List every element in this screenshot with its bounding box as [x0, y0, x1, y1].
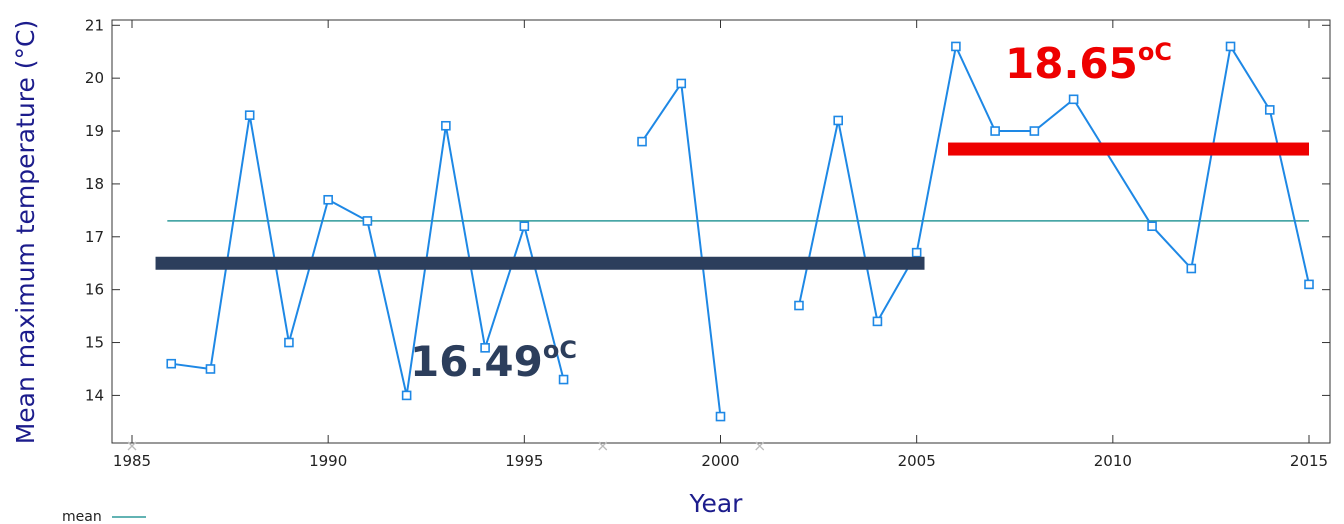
plot-frame [111, 19, 1331, 444]
y-axis: 14 15 16 17 18 19 20 21 [85, 16, 1330, 404]
data-point [951, 41, 961, 52]
data-point [990, 126, 1000, 136]
data-point [794, 300, 804, 311]
missing-year-marker [755, 441, 765, 451]
data-point [205, 364, 216, 374]
x-tick-label: 2010 [1094, 452, 1132, 470]
y-tick-label: 16 [85, 281, 104, 299]
data-point [1029, 126, 1040, 136]
x-tick-label: 2005 [898, 452, 936, 470]
series-line-segment [641, 80, 722, 417]
period-mean-label-2: 18.65oC [1005, 38, 1172, 88]
missing-year-marker [598, 441, 608, 451]
data-point [1225, 41, 1236, 52]
series-lines [171, 43, 1310, 417]
data-point [284, 337, 294, 348]
data-point [637, 136, 647, 147]
data-point [401, 390, 412, 401]
data-point [715, 411, 726, 422]
data-point [911, 247, 922, 258]
data-point [362, 216, 373, 226]
x-tick-label: 1995 [505, 452, 543, 470]
data-point [244, 110, 255, 120]
y-tick-label: 18 [85, 175, 104, 193]
data-point [166, 358, 177, 369]
data-point [676, 78, 687, 89]
x-tick-label: 2000 [701, 452, 739, 470]
data-point [1264, 105, 1275, 115]
data-point [519, 221, 530, 232]
data-point [1068, 94, 1079, 105]
data-point [441, 120, 451, 131]
period-mean-bar-2 [948, 142, 1309, 156]
period-mean-bar-1 [155, 256, 925, 270]
data-point [558, 374, 569, 385]
data-point [872, 316, 883, 327]
y-tick-label: 20 [85, 69, 104, 87]
x-tick-label: 1985 [113, 452, 151, 470]
data-point [480, 343, 490, 353]
y-tick-label: 21 [85, 16, 104, 34]
x-tick-label: 2015 [1290, 452, 1328, 470]
data-point [1186, 263, 1197, 274]
data-point [1147, 221, 1157, 232]
missing-year-marker [127, 441, 137, 451]
y-tick-label: 15 [85, 334, 104, 352]
legend-mean-label: mean [62, 509, 102, 524]
x-axis-label: Year [689, 489, 744, 518]
period-mean-label-1: 16.49oC [410, 336, 577, 386]
y-tick-label: 19 [85, 122, 104, 140]
data-point [1304, 279, 1314, 290]
y-axis-label: Mean maximum temperature (°C) [11, 20, 40, 445]
y-tick-label: 14 [85, 386, 104, 404]
x-tick-label: 1990 [309, 452, 347, 470]
missing-year-marks [127, 441, 765, 451]
y-tick-label: 17 [85, 228, 104, 246]
legend: mean [62, 509, 146, 524]
data-point [833, 115, 844, 126]
series-points [166, 41, 1314, 422]
x-axis: 1985 1990 1995 2000 2005 2010 2015 [113, 20, 1328, 470]
data-point [323, 194, 333, 205]
period-mean-bars [155, 142, 1309, 270]
